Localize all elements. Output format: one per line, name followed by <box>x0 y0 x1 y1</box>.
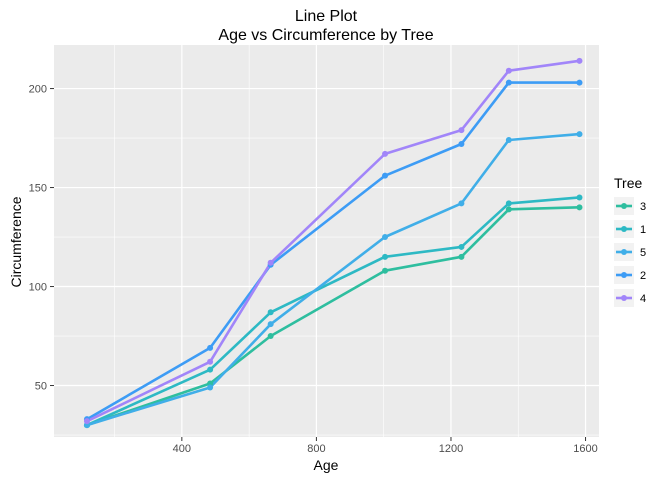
legend-key-point <box>621 203 627 209</box>
x-tick-label: 1600 <box>573 443 597 455</box>
data-point-tree-2 <box>382 172 389 179</box>
data-point-tree-2 <box>458 140 465 147</box>
y-axis-title: Circumference <box>8 196 24 287</box>
data-point-tree-3 <box>382 267 389 274</box>
data-point-tree-4 <box>207 358 214 365</box>
x-axis-ticks: 400 800 1200 1600 <box>173 437 598 455</box>
data-point-tree-1 <box>458 243 465 250</box>
x-tick-label: 1200 <box>439 443 463 455</box>
series-points <box>83 57 583 429</box>
legend-key-point <box>621 272 627 278</box>
legend-label: 2 <box>640 270 646 282</box>
x-tick-label: 800 <box>307 443 325 455</box>
data-point-tree-4 <box>83 418 90 425</box>
x-tick-label: 400 <box>173 443 191 455</box>
data-point-tree-1 <box>505 200 512 207</box>
data-point-tree-3 <box>458 253 465 260</box>
legend-key-point <box>621 226 627 232</box>
grid-minor <box>54 45 599 437</box>
data-point-tree-2 <box>207 344 214 351</box>
data-point-tree-5 <box>576 131 583 138</box>
chart-title: Line Plot <box>295 8 358 25</box>
legend-label: 3 <box>640 201 646 213</box>
data-point-tree-4 <box>505 67 512 74</box>
legend-item-tree-2: 2 <box>614 266 646 284</box>
legend-item-tree-5: 5 <box>614 243 646 261</box>
data-point-tree-5 <box>505 137 512 144</box>
legend-title: Tree <box>614 175 642 191</box>
data-point-tree-1 <box>576 194 583 201</box>
data-point-tree-4 <box>382 150 389 157</box>
legend-item-tree-1: 1 <box>614 220 646 238</box>
y-tick-label: 200 <box>29 84 47 96</box>
data-point-tree-4 <box>458 127 465 134</box>
data-point-tree-2 <box>576 79 583 86</box>
data-point-tree-3 <box>505 206 512 213</box>
y-tick-label: 150 <box>29 183 47 195</box>
x-axis-title: Age <box>314 457 339 473</box>
y-tick-label: 50 <box>35 381 47 393</box>
legend-label: 4 <box>640 293 646 305</box>
y-axis-ticks: 50 100 150 200 <box>29 84 54 393</box>
data-point-tree-1 <box>207 366 214 373</box>
data-point-tree-5 <box>458 200 465 207</box>
chart-titles: Line Plot Age vs Circumference by Tree <box>218 8 433 44</box>
data-point-tree-2 <box>505 79 512 86</box>
data-point-tree-3 <box>576 204 583 211</box>
legend-label: 5 <box>640 247 646 259</box>
data-point-tree-5 <box>382 234 389 241</box>
data-point-tree-4 <box>576 57 583 64</box>
legend: Tree 3 1 5 2 4 <box>614 175 646 307</box>
data-point-tree-5 <box>207 384 214 391</box>
legend-key-point <box>621 295 627 301</box>
plot-panel <box>54 45 599 437</box>
data-point-tree-3 <box>267 333 274 340</box>
legend-item-tree-3: 3 <box>614 197 646 215</box>
data-point-tree-5 <box>267 321 274 328</box>
legend-key-point <box>621 249 627 255</box>
data-point-tree-1 <box>267 309 274 316</box>
legend-label: 1 <box>640 224 646 236</box>
data-point-tree-4 <box>267 259 274 266</box>
legend-items: 3 1 5 2 4 <box>614 197 646 307</box>
y-tick-label: 100 <box>29 282 47 294</box>
chart-subtitle: Age vs Circumference by Tree <box>218 27 433 44</box>
legend-item-tree-4: 4 <box>614 289 646 307</box>
data-point-tree-1 <box>382 253 389 260</box>
